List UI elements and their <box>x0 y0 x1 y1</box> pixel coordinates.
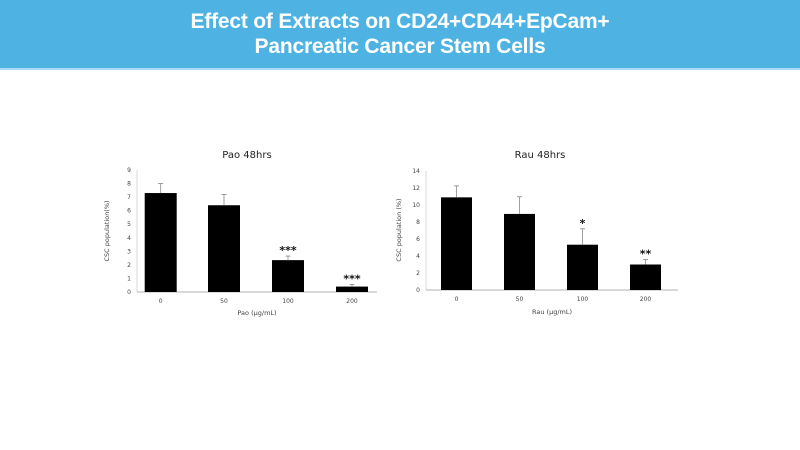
y-tick-label: 2 <box>127 262 131 269</box>
y-axis-label: CSC population (%) <box>395 198 403 261</box>
x-tick-label: 100 <box>282 298 294 305</box>
significance-marker: * <box>580 217 586 230</box>
y-tick-label: 2 <box>416 270 420 277</box>
y-tick-label: 0 <box>127 289 131 296</box>
y-axis-ticks: 0 1 2 3 4 5 6 7 8 9 <box>127 167 131 296</box>
y-tick-label: 7 <box>127 194 131 201</box>
y-tick-label: 0 <box>416 287 420 294</box>
x-tick-label: 200 <box>346 298 358 305</box>
bars: *** *** <box>144 183 368 292</box>
bar <box>336 286 368 292</box>
y-tick-label: 6 <box>127 208 131 215</box>
y-tick-label: 5 <box>127 221 131 228</box>
bar <box>272 260 304 292</box>
x-axis-ticks: 0 50 100 200 <box>455 296 652 303</box>
x-axis-label: Rau (μg/mL) <box>532 308 572 316</box>
bar <box>208 205 240 292</box>
chart-title: Pao 48hrs <box>222 150 271 161</box>
x-axis-label: Pao (μg/mL) <box>237 309 276 317</box>
bar <box>441 197 472 290</box>
y-tick-label: 12 <box>412 185 420 192</box>
bar <box>630 264 661 290</box>
x-tick-label: 0 <box>159 298 163 305</box>
y-tick-label: 8 <box>416 219 420 226</box>
y-tick-label: 4 <box>127 235 131 242</box>
chart-title: Rau 48hrs <box>515 150 566 161</box>
x-tick-label: 100 <box>577 296 589 303</box>
y-tick-label: 14 <box>412 168 420 175</box>
y-tick-label: 1 <box>127 275 131 282</box>
slide-title-line-2: Pancreatic Cancer Stem Cells <box>254 35 546 58</box>
x-tick-label: 0 <box>455 296 459 303</box>
y-tick-label: 8 <box>127 181 131 188</box>
bar <box>567 244 598 290</box>
x-axis-ticks: 0 50 100 200 <box>159 298 358 305</box>
y-tick-label: 9 <box>127 167 131 174</box>
slide-title-line-1: Effect of Extracts on CD24+CD44+EpCam+ <box>190 10 610 33</box>
y-axis-ticks: 0 2 4 6 8 10 12 14 <box>412 168 420 294</box>
y-axis-label: CSC population(%) <box>103 200 111 261</box>
bar <box>504 213 535 290</box>
significance-marker: *** <box>343 273 361 286</box>
bars: *** <box>441 185 661 290</box>
slide-header: Effect of Extracts on CD24+CD44+EpCam+ P… <box>0 0 800 70</box>
x-tick-label: 50 <box>220 298 228 305</box>
y-tick-label: 4 <box>416 253 420 260</box>
y-tick-label: 6 <box>416 236 420 243</box>
pao-chart: Pao 48hrs 0 1 2 3 4 5 6 7 8 9 *** *** 0 50 100 200 Pa… <box>103 150 377 317</box>
x-tick-label: 200 <box>640 296 652 303</box>
significance-marker: *** <box>279 244 297 257</box>
significance-marker: ** <box>640 248 652 261</box>
y-tick-label: 3 <box>127 248 131 255</box>
bar <box>144 193 177 292</box>
y-tick-label: 10 <box>412 202 420 209</box>
x-tick-label: 50 <box>516 296 524 303</box>
